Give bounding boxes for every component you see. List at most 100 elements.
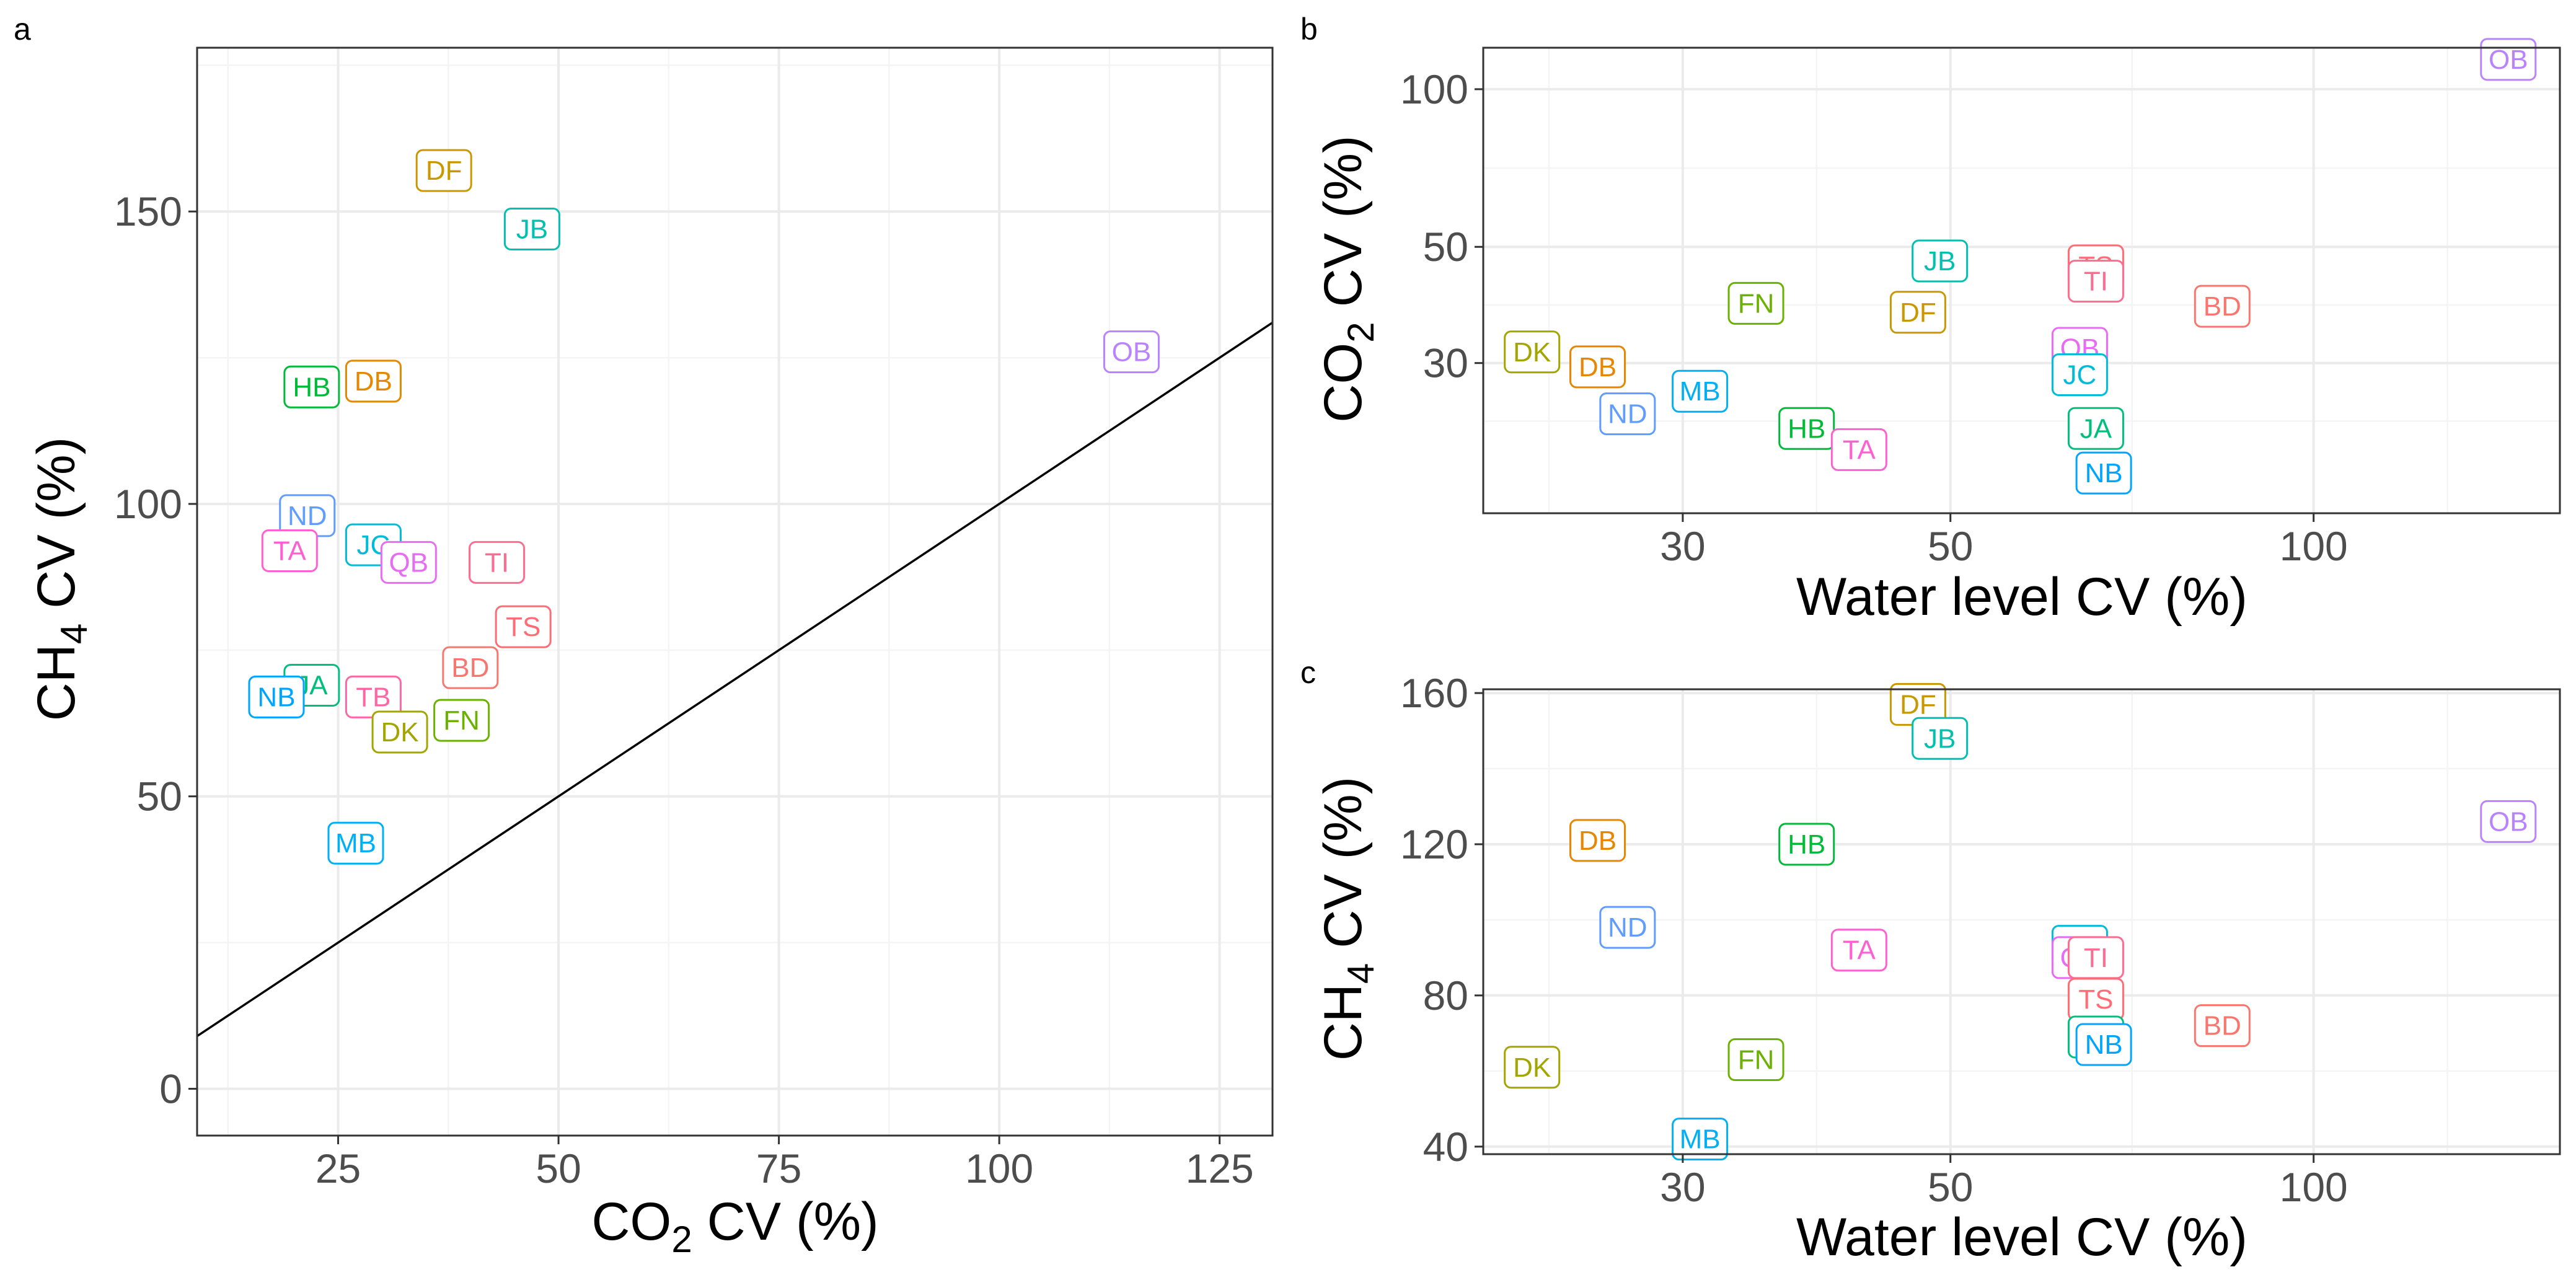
point-label-box [469,541,526,584]
y-tick-label: 0 [159,1066,182,1112]
point-label-box [1727,281,1784,325]
point-label: DK [381,717,419,748]
point-label-box [2194,1004,2251,1048]
point-label-box [1504,330,1561,374]
point-label-box [2480,800,2537,843]
panel-c-x-axis-title: Water level CV (%) [1796,1207,2247,1267]
point-label: TB [356,682,390,712]
point-label: TI [485,547,509,578]
data-point-dk: DK [1504,1046,1561,1089]
point-label: TI [2084,267,2108,297]
y-tick-label: 160 [1400,670,1468,716]
point-label: DF [1900,689,1936,720]
data-point-nd: ND [1599,392,1656,436]
data-point-ti: TI [2067,260,2124,303]
data-point-bd: BD [2194,1004,2251,1048]
panel-a-frame [196,46,1274,1137]
data-point-dk: DK [1504,330,1561,374]
point-label-box [1889,291,1946,334]
point-label-box [248,675,305,718]
data-point-hb: HB [1778,823,1835,866]
data-point-df: DF [415,149,472,192]
point-label-box [261,529,318,572]
point-label-box [1672,1118,1729,1161]
point-label: ND [288,501,327,531]
data-point-jb: JB [1912,239,1969,283]
data-point-bd: BD [2194,285,2251,328]
x-tick-label: 75 [756,1145,801,1191]
point-label-box [1599,392,1656,436]
data-point-ob: OB [1103,330,1160,374]
point-label: DB [1579,352,1617,382]
point-label: DB [355,366,392,397]
point-label: OB [1112,337,1152,368]
point-label-box [495,605,552,648]
point-label: FN [443,705,480,736]
data-point-nd: ND [1599,906,1656,949]
y-tick-label: 100 [114,481,182,527]
data-point-nd: ND [279,494,336,537]
data-point-ti: TI [2067,936,2124,979]
point-label: NB [2085,458,2123,488]
x-tick-label: 100 [2280,1164,2348,1210]
data-point-db: DB [345,360,402,403]
point-label: JB [516,214,548,245]
point-label: DK [1513,337,1551,368]
panel-a-background [197,48,1273,1136]
point-label: FN [1738,1045,1775,1075]
panel-a-ticks: 25 50 75 100 125 0 50 100 150 [114,188,1254,1191]
point-label-box [2075,1023,2132,1066]
data-point-db: DB [1569,345,1626,389]
point-label: JB [1924,723,1956,754]
x-tick-label: 30 [1660,523,1705,569]
point-label: TA [1843,435,1876,465]
point-label: JA [2080,413,2112,444]
x-tick-label: 30 [1660,1164,1705,1210]
point-label: BD [2203,1011,2241,1041]
data-point-ta: TA [261,529,318,572]
panel-b-grid [1483,48,2560,513]
data-point-ti: TI [469,541,526,584]
point-label: QB [389,547,429,578]
point-label-box [371,710,428,754]
data-point-ja: JA [2067,407,2124,450]
panel-c-y-axis-title: CH4 CV (%) [1313,777,1382,1061]
point-label-box [380,541,437,584]
data-point-ob: OB [2480,800,2537,843]
data-point-jc: JC [2051,353,2108,397]
point-label-box [1599,906,1656,949]
point-label-box [1569,819,1626,862]
point-label-box [345,360,402,403]
y-tick-label: 120 [1400,821,1468,867]
panel-c: DFJBOBDBHBNDJCTAQBTITSBDJANBFNDKMB 30501… [1313,670,2561,1267]
point-label-box [1778,823,1835,866]
point-label-box [1672,369,1729,413]
point-label-box [2051,353,2108,397]
point-label: HB [293,372,330,402]
y-tick-label: 100 [1400,66,1468,112]
point-label: DF [426,156,462,186]
point-label-box [415,149,472,192]
point-label: TA [1843,935,1876,966]
data-point-mb: MB [1672,369,1729,413]
panel-a-x-axis-title: CO2 CV (%) [591,1192,878,1260]
panel-tag-c: c [1300,655,1316,690]
panel-a-y-axis-title: CH4 CV (%) [27,437,95,722]
data-point-ts: TS [2067,978,2124,1021]
data-point-hb: HB [1778,407,1835,450]
x-tick-label: 50 [1928,523,1973,569]
point-label-box [1103,330,1160,374]
point-label: ND [1608,912,1647,943]
panel-b-frame [1482,46,2561,514]
point-label: DB [1579,826,1617,856]
panel-c-ticks: 30 50 100 40 80 120 160 [1400,670,2348,1210]
point-label-box [2067,407,2124,450]
panel-c-points: DFJBOBDBHBNDJCTAQBTITSBDJANBFNDKMB [1504,682,2537,1161]
data-point-hb: HB [283,365,340,408]
data-point-nb: NB [2075,1023,2132,1066]
data-point-dk: DK [371,710,428,754]
panel-b: OBJBTSTIFNBDDFDKQBDBJCMBNDHBJATANB 30501… [1313,38,2561,627]
